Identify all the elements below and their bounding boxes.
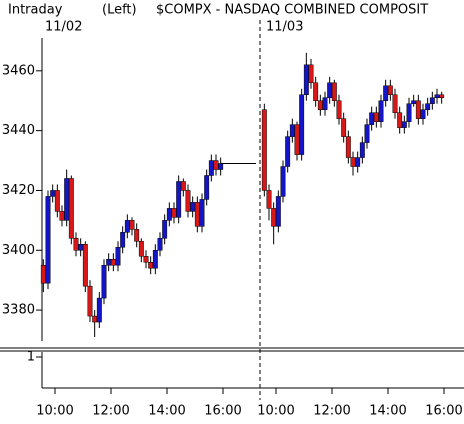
candle-body xyxy=(40,264,46,284)
candle-body xyxy=(411,100,417,104)
candle-body xyxy=(355,157,361,167)
candle-body xyxy=(266,190,272,209)
candle-body xyxy=(322,97,328,110)
x-tick-label: 10:00 xyxy=(257,404,294,419)
candle-body xyxy=(397,112,403,128)
candle-body xyxy=(341,118,347,137)
candle-body xyxy=(64,178,70,221)
candle-body xyxy=(134,229,140,242)
candle-body xyxy=(190,202,196,212)
candle-body xyxy=(82,244,88,287)
candle-body xyxy=(101,264,107,299)
candle-body xyxy=(327,82,333,98)
x-tick-label: 10:00 xyxy=(36,404,73,419)
candle-body xyxy=(373,112,379,122)
mode-label: Intraday xyxy=(8,3,63,18)
candle-body xyxy=(289,124,295,137)
candle-body xyxy=(378,100,384,122)
candle-body xyxy=(68,178,74,239)
candle-body xyxy=(124,220,130,233)
candle-body xyxy=(299,94,305,155)
candle-body xyxy=(166,208,172,221)
candle-body xyxy=(171,208,177,218)
candle-body xyxy=(275,196,281,227)
candle-body xyxy=(120,232,126,248)
candle-body xyxy=(208,160,214,176)
candle-body xyxy=(345,136,351,158)
candle-body xyxy=(78,244,84,251)
candle-body xyxy=(439,94,445,98)
candle-body xyxy=(218,163,224,170)
date-label: 11/02 xyxy=(45,20,82,35)
candle-body xyxy=(185,190,191,212)
candle-body xyxy=(45,196,51,284)
candle-body xyxy=(285,136,291,167)
candle-body xyxy=(148,261,154,269)
candle-body xyxy=(401,121,407,128)
candle-body xyxy=(317,100,323,110)
candle-body xyxy=(429,97,435,104)
x-tick-label: 16:00 xyxy=(425,404,462,419)
chart-title: $COMPX - NASDAQ COMBINED COMPOSIT xyxy=(156,3,428,18)
candle-body xyxy=(110,258,116,266)
candle-body xyxy=(96,297,102,323)
candle-body xyxy=(73,238,79,251)
candle-body xyxy=(392,94,398,113)
candle-body xyxy=(331,82,337,101)
x-tick-label: 12:00 xyxy=(92,404,129,419)
candle-body xyxy=(204,175,210,200)
y-tick-label: 3400 xyxy=(2,243,35,258)
candle-body xyxy=(294,124,300,155)
candle-body xyxy=(92,315,98,323)
candle-body xyxy=(415,100,421,119)
candle-body xyxy=(364,124,370,143)
candle-body xyxy=(303,64,309,95)
candle-body xyxy=(387,85,393,95)
candle-body xyxy=(308,64,314,84)
candle-body xyxy=(54,190,60,212)
x-tick-label: 16:00 xyxy=(204,404,241,419)
candle-body xyxy=(434,94,440,98)
candle-body xyxy=(194,202,200,227)
x-tick-label: 14:00 xyxy=(369,404,406,419)
candle-body xyxy=(143,256,149,263)
candle-body xyxy=(213,160,219,170)
y-tick-label: 3460 xyxy=(2,63,35,78)
candle-body xyxy=(359,142,365,158)
candle-body xyxy=(261,109,267,191)
y-tick-label: 3380 xyxy=(2,303,35,318)
candle-body xyxy=(157,238,163,251)
lower-y-tick-label: 1 xyxy=(27,350,35,365)
candle-body xyxy=(152,250,158,269)
candle-body xyxy=(50,190,56,197)
candle-body xyxy=(280,166,286,197)
x-tick-label: 12:00 xyxy=(313,404,350,419)
candle-body xyxy=(350,157,356,167)
candle-body xyxy=(138,241,144,257)
candle-body xyxy=(369,112,375,125)
candle-body xyxy=(162,220,168,239)
candle-body xyxy=(425,103,431,110)
candle-body xyxy=(129,220,135,230)
candle-body xyxy=(115,247,121,266)
candle-body xyxy=(336,100,342,119)
y-tick-label: 3420 xyxy=(2,183,35,198)
candle-body xyxy=(199,199,205,227)
candle-body xyxy=(176,181,182,218)
axis-label: (Left) xyxy=(102,3,137,18)
candle-body xyxy=(87,285,93,317)
date-label: 11/03 xyxy=(266,20,303,35)
candle-body xyxy=(406,103,412,122)
x-tick-label: 14:00 xyxy=(148,404,185,419)
candle-body xyxy=(420,109,426,119)
candle-body xyxy=(271,208,277,227)
candle-body xyxy=(383,85,389,101)
candle-body xyxy=(59,211,65,221)
candle-body xyxy=(313,82,319,101)
y-tick-label: 3440 xyxy=(2,123,35,138)
candle-body xyxy=(106,258,112,266)
candle-body xyxy=(180,181,186,191)
